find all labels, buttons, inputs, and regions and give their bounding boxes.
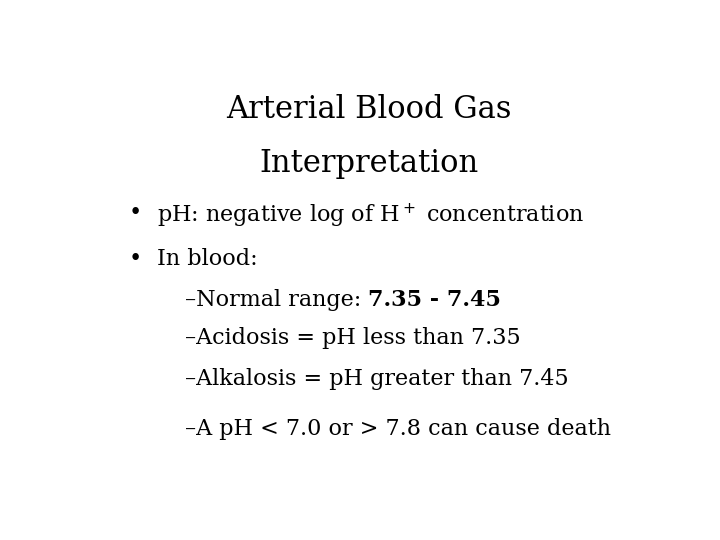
Text: –Acidosis = pH less than 7.35: –Acidosis = pH less than 7.35 <box>185 327 521 349</box>
Text: 7.35 - 7.45: 7.35 - 7.45 <box>368 289 501 312</box>
Text: Interpretation: Interpretation <box>259 148 479 179</box>
Text: –A pH < 7.0 or > 7.8 can cause death: –A pH < 7.0 or > 7.8 can cause death <box>185 418 611 440</box>
Text: pH: negative log of H$^+$ concentration: pH: negative log of H$^+$ concentration <box>157 202 584 231</box>
Text: •: • <box>129 202 143 224</box>
Text: In blood:: In blood: <box>157 248 258 270</box>
Text: Arterial Blood Gas: Arterial Blood Gas <box>226 94 512 125</box>
Text: •: • <box>129 248 143 270</box>
Text: –Normal range:: –Normal range: <box>185 289 368 312</box>
Text: –Alkalosis = pH greater than 7.45: –Alkalosis = pH greater than 7.45 <box>185 368 569 390</box>
